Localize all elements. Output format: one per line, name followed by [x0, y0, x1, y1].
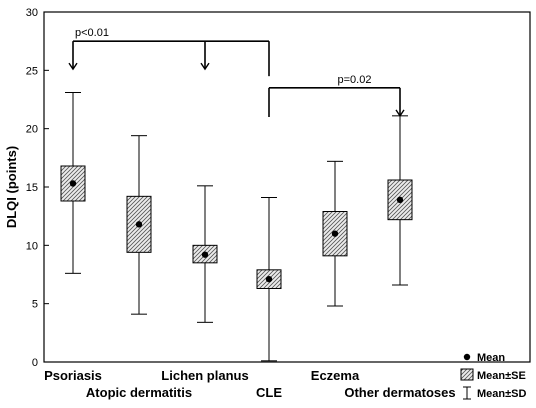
bracket-arrow-0-0-head — [68, 62, 78, 71]
plot-frame — [43, 11, 531, 363]
box-cle — [256, 197, 282, 362]
y-tick-label: 15 — [26, 182, 38, 194]
category-label: Other dermatoses — [344, 385, 455, 400]
mean-dot — [265, 275, 273, 283]
box-psoriasis — [60, 92, 86, 274]
legend-se-label: Mean±SE — [477, 370, 526, 382]
category-label: Psoriasis — [44, 368, 102, 383]
mean-dot — [331, 230, 339, 237]
mean-dot — [201, 251, 209, 258]
y-tick-label: 25 — [26, 65, 38, 77]
y-tick-label: 5 — [32, 299, 38, 311]
y-tick-label: 30 — [26, 7, 38, 19]
legend-se-symbol — [460, 368, 474, 381]
bracket-arrow-0-1-head — [200, 62, 210, 71]
mean-dot — [135, 221, 143, 228]
legend-mean-label: Mean — [477, 352, 505, 364]
category-label: Eczema — [311, 368, 360, 383]
box-other-dermatoses — [387, 115, 413, 286]
box-lichen-planus — [192, 185, 218, 323]
box-atopic-dermatitis — [126, 135, 152, 315]
y-tick-label: 20 — [26, 124, 38, 136]
bracket-label-0: p<0.01 — [75, 27, 109, 39]
category-label: CLE — [256, 385, 282, 400]
y-tick-label: 10 — [26, 240, 38, 252]
y-tick-label: 0 — [32, 357, 38, 369]
category-label: Lichen planus — [161, 368, 248, 383]
box-eczema — [322, 160, 348, 307]
legend-sd-label: Mean±SD — [477, 388, 526, 400]
legend-mean-symbol — [463, 353, 471, 361]
category-label: Atopic dermatitis — [86, 385, 192, 400]
y-axis-label: DLQI (points) — [4, 146, 19, 228]
bracket-label-1: p=0.02 — [338, 74, 372, 86]
mean-dot — [396, 196, 404, 204]
mean-dot — [69, 180, 77, 187]
